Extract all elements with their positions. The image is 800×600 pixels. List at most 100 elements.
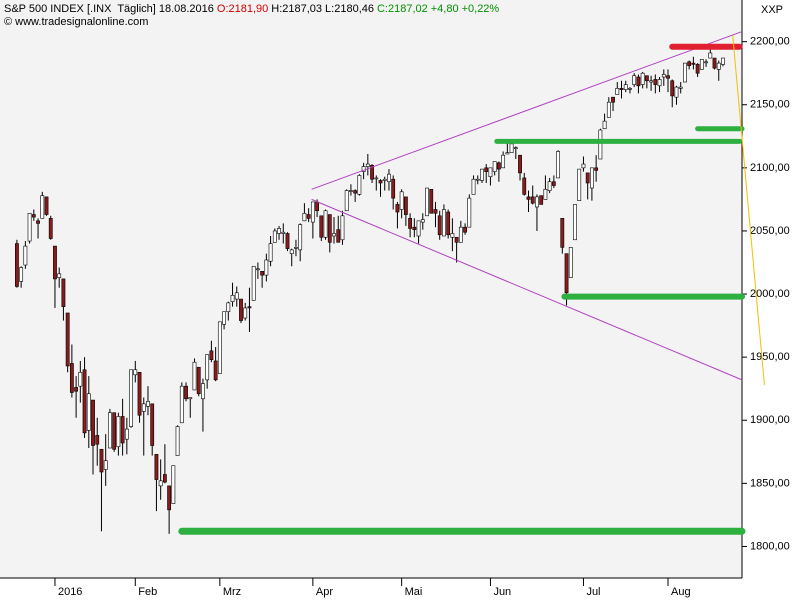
- candle-body: [95, 435, 100, 445]
- candle-body: [484, 167, 489, 172]
- candle-body: [247, 306, 252, 309]
- candle-body: [594, 167, 599, 171]
- candle-body: [632, 75, 637, 85]
- candle-body: [598, 129, 603, 160]
- candle-body: [657, 79, 662, 87]
- candle-body: [239, 298, 243, 321]
- candle-body: [74, 387, 79, 392]
- candle-body: [23, 245, 28, 266]
- candle-body: [188, 397, 193, 400]
- candle-body: [412, 226, 417, 230]
- y-tick-label: 1950,00: [750, 351, 790, 363]
- candle-body: [340, 215, 345, 241]
- candle-body: [86, 393, 91, 431]
- candle-body: [522, 177, 527, 195]
- candle-body: [704, 61, 708, 64]
- candle-body: [361, 166, 366, 172]
- candle-body: [201, 383, 205, 400]
- candle-body: [551, 181, 556, 186]
- candle-body: [535, 196, 539, 208]
- candle-body: [332, 233, 336, 237]
- candle-body: [615, 88, 620, 95]
- candle-body: [61, 278, 66, 307]
- candle-body: [391, 178, 396, 199]
- candle-body: [691, 62, 696, 65]
- candle-body: [48, 218, 53, 239]
- candle-body: [687, 61, 692, 66]
- instrument: S&P 500 INDEX [.INX Täglich]: [4, 3, 156, 15]
- candle-body: [120, 416, 125, 444]
- candle-body: [289, 249, 294, 254]
- candle-body: [230, 295, 235, 302]
- x-tick-label: Apr: [316, 586, 333, 598]
- candle-body: [15, 243, 19, 287]
- candle-body: [590, 167, 594, 189]
- y-tick-label: 2100,00: [750, 162, 790, 174]
- candle-body: [357, 175, 362, 195]
- candle-body: [264, 259, 269, 276]
- candle-body: [205, 354, 210, 381]
- x-tick-label: Feb: [138, 586, 157, 598]
- y-tick-label: 2050,00: [750, 225, 790, 237]
- candle-body: [403, 196, 408, 215]
- candle-body: [162, 474, 167, 483]
- candle-body: [644, 75, 649, 82]
- y-tick-label: 2000,00: [750, 288, 790, 300]
- candle-body: [310, 201, 315, 223]
- x-tick-label: Jul: [586, 586, 600, 598]
- candle-body: [623, 84, 628, 90]
- symbol: XXP: [761, 4, 783, 16]
- candle-body: [133, 369, 138, 376]
- candle-body: [78, 371, 83, 387]
- candle-body: [344, 190, 349, 212]
- candle-body: [272, 230, 277, 243]
- candle-body: [556, 151, 560, 179]
- candle-body: [82, 369, 87, 434]
- candle-body: [129, 369, 133, 427]
- candle-body: [277, 228, 281, 234]
- candle-body: [103, 460, 108, 470]
- candle-body: [492, 161, 497, 172]
- candle-body: [585, 172, 590, 184]
- candle-body: [167, 485, 172, 511]
- candle-body: [708, 52, 713, 59]
- candle-body: [323, 210, 328, 238]
- candle-body: [446, 211, 451, 236]
- candle-body: [712, 57, 717, 69]
- candle-body: [577, 168, 582, 201]
- candle-body: [518, 154, 522, 174]
- candle-body: [302, 212, 307, 222]
- y-tick-label: 1850,00: [750, 477, 790, 489]
- candle-body: [475, 178, 480, 181]
- candle-body: [699, 59, 704, 70]
- candle-body: [471, 178, 476, 195]
- candle-body: [374, 177, 379, 180]
- candle-body: [53, 245, 57, 280]
- candle-body: [458, 226, 463, 243]
- candle-body: [496, 162, 501, 170]
- x-tick-label: 2016: [58, 586, 82, 598]
- candle-body: [670, 80, 675, 97]
- y-tick-label: 2200,00: [750, 36, 790, 48]
- candle-body: [560, 218, 565, 248]
- candle-body: [526, 196, 531, 200]
- candle-body: [716, 62, 721, 70]
- candle-body: [611, 96, 615, 103]
- candle-body: [463, 226, 467, 233]
- candle-body: [158, 480, 163, 487]
- candle-body: [260, 271, 265, 276]
- candle-body: [382, 178, 387, 181]
- candle-body: [298, 224, 303, 251]
- change-percent: +0,22%: [461, 3, 500, 15]
- candle-body: [69, 363, 74, 393]
- x-tick-label: Mai: [405, 586, 423, 598]
- candle-body: [636, 76, 641, 87]
- candle-body: [27, 212, 32, 242]
- x-tick-label: Jun: [493, 586, 511, 598]
- candle-body: [99, 448, 104, 473]
- candle-body: [327, 214, 332, 243]
- y-tick-label: 1900,00: [750, 414, 790, 426]
- candle-body: [547, 181, 552, 191]
- x-tick-label: Aug: [671, 586, 691, 598]
